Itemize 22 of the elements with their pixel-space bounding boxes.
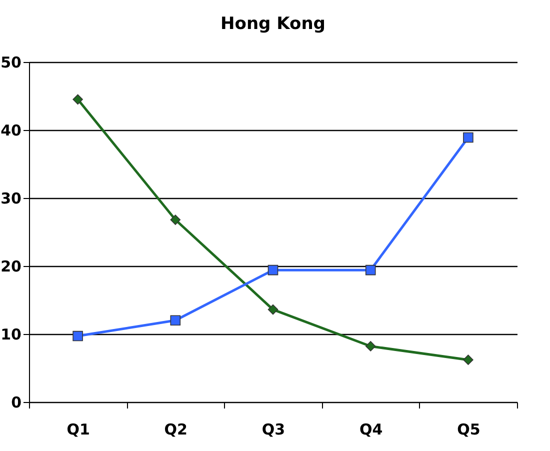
point [268,304,278,315]
x-tick-label: Q3 [262,420,286,438]
point [463,354,474,365]
x-tick-label: Q1 [66,420,90,438]
x-tick-label: Q5 [457,420,480,438]
point [170,315,181,326]
point [268,264,278,276]
y-tick-label: 0 [11,394,22,412]
y-tick-label: 10 [0,326,22,344]
y-tick-label: 20 [0,258,22,276]
y-tick-label: 50 [0,54,22,72]
point [365,264,376,276]
y-tick-label: 40 [0,122,22,140]
point [463,132,474,143]
x-tick-label: Q4 [360,420,383,438]
point [365,341,376,352]
point [72,330,83,342]
point [170,214,181,225]
y-tick-label: 30 [0,190,22,208]
point [72,94,83,105]
x-tick-label: Q2 [164,420,188,438]
chart-title: Hong Kong [220,14,326,34]
